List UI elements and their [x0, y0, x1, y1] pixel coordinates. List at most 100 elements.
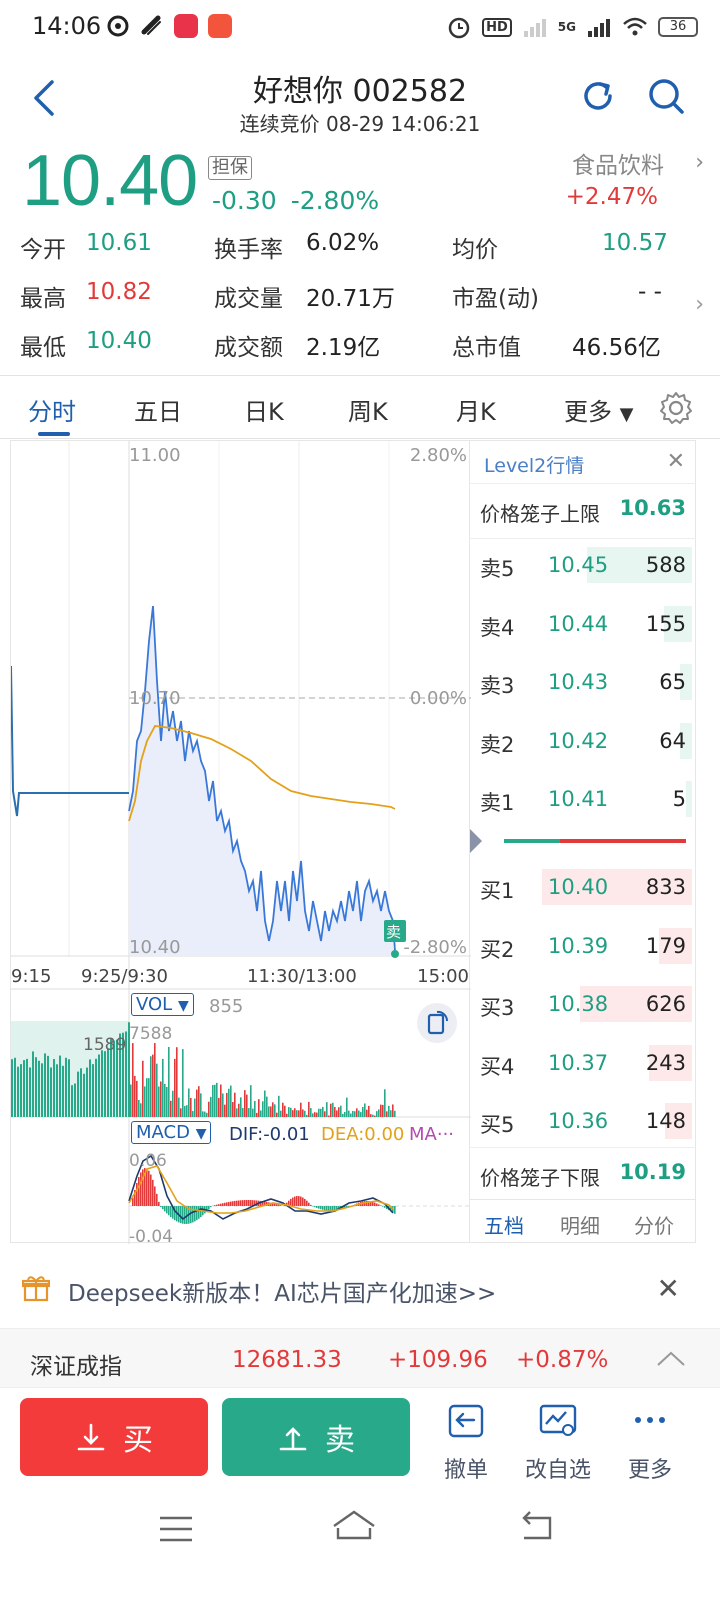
gift-icon: [22, 1276, 50, 1302]
tab-monthly-k[interactable]: 月K: [456, 398, 496, 426]
volume-bar: [322, 1106, 324, 1117]
edit-watchlist-button[interactable]: 改自选: [518, 1402, 598, 1484]
chevron-up-icon[interactable]: [656, 1349, 686, 1369]
more-button[interactable]: 更多: [610, 1402, 690, 1484]
volume-bar: [140, 1103, 142, 1117]
macd-dif: DIF:-0.01: [229, 1124, 310, 1145]
volume-bar: [234, 1092, 236, 1117]
volume-bar: [274, 1104, 276, 1117]
sell-marker: 卖: [386, 923, 402, 941]
volume-bar: [44, 1053, 46, 1117]
tab-daily-k[interactable]: 日K: [244, 398, 284, 426]
lower-limit-label: 价格笼子下限: [480, 1166, 600, 1190]
ask-level-row[interactable]: 卖3 10.43 65: [470, 662, 696, 702]
volume-bar: [316, 1112, 318, 1117]
y-axis-mid: 10.70: [129, 688, 181, 709]
level-volume: 179: [645, 933, 686, 958]
collapse-arrow-icon[interactable]: [470, 829, 482, 853]
cancel-order-button[interactable]: 撤单: [426, 1402, 506, 1484]
banner-text[interactable]: Deepseek新版本！AI芯片国产化加速>>: [68, 1281, 497, 1307]
tab-five-day[interactable]: 五日: [134, 398, 182, 426]
macd-bar: [142, 1169, 144, 1206]
bid-level-row[interactable]: 买3 10.38 626: [470, 984, 696, 1024]
more-stats-chevron-icon[interactable]: ›: [695, 292, 704, 317]
close-icon[interactable]: ✕: [666, 449, 685, 474]
volume-bar: [248, 1108, 250, 1117]
system-icons: HD 5G 36: [446, 14, 698, 40]
ask-level-row[interactable]: 卖4 10.44 155: [470, 604, 696, 644]
level-price: 10.41: [548, 787, 609, 812]
volume-bar: [80, 1068, 82, 1117]
vol-indicator-select[interactable]: VOL ▼: [131, 993, 194, 1016]
buy-button[interactable]: 买: [20, 1398, 208, 1476]
macd-bar: [262, 1201, 264, 1206]
promo-banner[interactable]: Deepseek新版本！AI芯片国产化加速>> ✕: [0, 1258, 720, 1322]
macd-bar: [180, 1206, 182, 1224]
volume-bar: [101, 1050, 103, 1117]
level-label: 买1: [480, 879, 515, 903]
macd-bar: [132, 1197, 134, 1206]
volume-bar: [294, 1108, 296, 1117]
sector-chevron-icon[interactable]: ›: [695, 150, 704, 175]
pct-axis-mid: 0.00%: [409, 688, 467, 709]
tab-details[interactable]: 明细: [560, 1214, 600, 1238]
ratio-bar-sell: [504, 839, 560, 843]
volume-bar: [156, 1063, 158, 1117]
macd-bar: [162, 1206, 164, 1210]
search-icon[interactable]: [646, 76, 686, 116]
system-nav-bar: [0, 1494, 720, 1600]
bid-level-row[interactable]: 买4 10.37 243: [470, 1043, 696, 1083]
volume-depth-bar: [680, 664, 692, 701]
macd-bar: [310, 1204, 312, 1206]
volume-bar: [382, 1104, 384, 1117]
macd-bar: [182, 1206, 184, 1224]
macd-bar: [318, 1206, 320, 1209]
buy-arrow-icon: [77, 1423, 105, 1451]
index-ticker[interactable]: 深证成指 12681.33 +109.96 +0.87%: [0, 1328, 720, 1388]
tab-price-distribution[interactable]: 分价: [634, 1214, 674, 1238]
tab-more[interactable]: 更多 ▼: [564, 392, 633, 427]
volume-bar: [276, 1112, 278, 1117]
wifi-icon: [623, 17, 647, 36]
ask-level-row[interactable]: 卖5 10.45 588: [470, 545, 696, 585]
rotate-screen-button[interactable]: [417, 1003, 457, 1043]
bid-level-row[interactable]: 买2 10.39 179: [470, 926, 696, 966]
back-icon[interactable]: [28, 78, 62, 118]
macd-indicator-select[interactable]: MACD ▼: [131, 1121, 212, 1144]
intraday-chart[interactable]: 11.00 10.70 10.40 2.80% 0.00% -2.80% 卖 9…: [10, 440, 471, 1247]
tab-five-levels[interactable]: 五档: [484, 1214, 524, 1238]
volume-bar: [164, 1083, 166, 1117]
close-icon[interactable]: ✕: [656, 1272, 680, 1305]
bid-level-row[interactable]: 买1 10.40 833: [470, 867, 696, 907]
volume-bar: [270, 1106, 272, 1117]
sell-button[interactable]: 卖: [222, 1398, 410, 1476]
volume-bar: [356, 1108, 358, 1117]
volume-bar: [38, 1060, 40, 1117]
macd-indicator-label: MACD: [136, 1122, 190, 1143]
menu-icon[interactable]: [158, 1514, 194, 1544]
macd-bar: [148, 1170, 150, 1206]
macd-bar: [290, 1198, 292, 1206]
lower-limit-value: 10.19: [619, 1160, 686, 1184]
macd-bar: [248, 1200, 250, 1206]
tab-intraday[interactable]: 分时: [28, 398, 76, 426]
stat-label: 最高: [20, 286, 66, 312]
volume-depth-bar: [579, 986, 692, 1023]
macd-bar: [192, 1206, 194, 1223]
volume-bar: [298, 1110, 300, 1117]
refresh-icon[interactable]: [578, 76, 618, 116]
level2-tabs: 五档 明细 分价: [470, 1199, 696, 1243]
macd-bar: [226, 1202, 228, 1206]
volume-bar: [216, 1082, 218, 1117]
nav-back-icon[interactable]: [520, 1508, 556, 1542]
tab-weekly-k[interactable]: 周K: [348, 398, 388, 426]
settings-gear-icon[interactable]: [658, 390, 694, 426]
ask-level-row[interactable]: 卖1 10.41 5: [470, 779, 696, 819]
ask-level-row[interactable]: 卖2 10.42 64: [470, 721, 696, 761]
average-price-line: [128, 725, 396, 822]
volume-bar: [116, 1039, 118, 1117]
bid-level-row[interactable]: 买5 10.36 148: [470, 1101, 696, 1141]
sector-name[interactable]: 食品饮料: [572, 153, 664, 179]
volume-bar: [134, 1075, 136, 1117]
home-icon[interactable]: [330, 1508, 378, 1544]
